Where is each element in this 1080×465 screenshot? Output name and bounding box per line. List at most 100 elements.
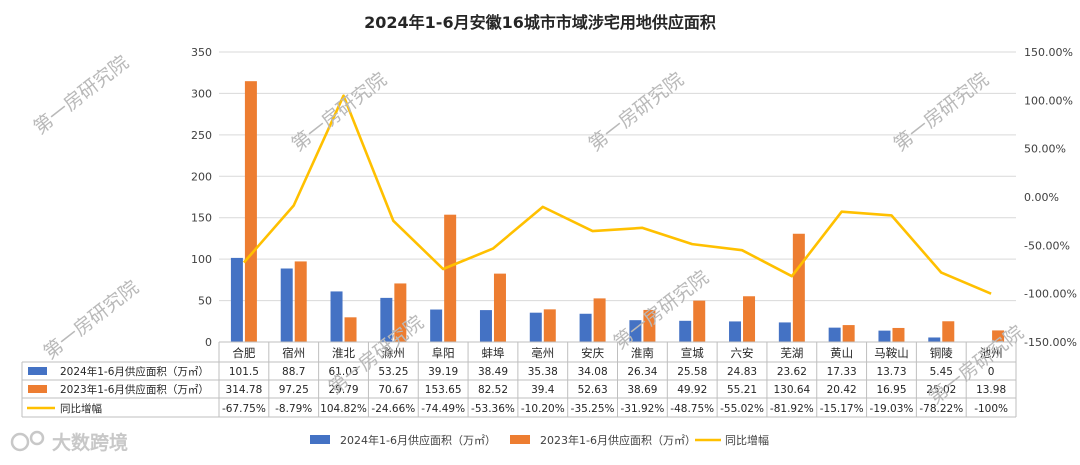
bar	[892, 327, 905, 342]
bar	[729, 321, 742, 342]
legend-label: 同比增幅	[725, 433, 769, 447]
y-right-tick-label: 50.00%	[1024, 143, 1066, 156]
y-left-tick-label: 200	[191, 170, 212, 183]
bar	[479, 310, 492, 342]
bar	[792, 233, 805, 342]
bar	[579, 313, 592, 342]
y-left-tick-label: 50	[198, 295, 212, 308]
table-cell: 26.34	[627, 366, 657, 378]
table-cell: -8.79%	[275, 403, 312, 415]
table-cell: 0	[988, 366, 995, 378]
table-cell: 314.78	[226, 384, 263, 396]
table-cell: -15.17%	[820, 403, 864, 415]
table-cell: 88.7	[282, 366, 305, 378]
y-right-tick-label: -150.00%	[1024, 336, 1077, 349]
brand-logo: 大数跨境	[10, 430, 128, 454]
table-cell: 5.45	[930, 366, 953, 378]
table-legend-key	[28, 385, 47, 393]
category-label: 马鞍山	[874, 346, 909, 360]
y-right-tick-label: 150.00%	[1024, 46, 1073, 59]
bar	[380, 297, 393, 342]
category-label: 黄山	[830, 346, 853, 360]
y-right-tick-label: -100.00%	[1024, 288, 1077, 301]
table-cell: -19.03%	[870, 403, 914, 415]
y-left-tick-label: 100	[191, 253, 212, 266]
legend-key	[310, 435, 330, 444]
watermark-text: 第一房研究院	[288, 68, 391, 156]
table-cell: 153.65	[425, 384, 462, 396]
table-cell: 17.33	[827, 366, 857, 378]
table-row-label: 2023年1-6月供应面积（万㎡）	[60, 383, 209, 396]
bar	[394, 283, 407, 342]
table-cell: 82.52	[478, 384, 508, 396]
table-cell: 39.4	[531, 384, 555, 396]
bar	[430, 309, 443, 342]
category-label: 宿州	[282, 346, 305, 360]
bar	[294, 261, 307, 342]
y-left-tick-label: 300	[191, 87, 212, 100]
table-cell: 70.67	[378, 384, 408, 396]
table-legend-key	[28, 367, 47, 375]
y-left-tick-label: 0	[205, 336, 212, 349]
bar	[529, 312, 542, 342]
table-cell: 97.25	[279, 384, 309, 396]
category-label: 淮北	[332, 346, 355, 360]
category-label: 滁州	[382, 346, 405, 360]
table-cell: 53.25	[378, 366, 408, 378]
table-cell: -81.92%	[770, 403, 814, 415]
bar	[629, 320, 642, 342]
table-cell: 61.03	[329, 366, 359, 378]
table-cell: -31.92%	[620, 403, 664, 415]
table-cell: -48.75%	[670, 403, 714, 415]
bar	[593, 298, 606, 342]
category-label: 阜阳	[432, 346, 455, 360]
bar	[942, 321, 955, 342]
table-cell: -55.02%	[720, 403, 764, 415]
table-cell: 49.92	[677, 384, 707, 396]
legend-key	[510, 435, 530, 444]
bar	[543, 309, 556, 342]
watermark-text: 第一房研究院	[585, 68, 688, 156]
table-cell: -53.36%	[471, 403, 515, 415]
table-cell: 38.49	[478, 366, 508, 378]
table-cell: 24.83	[727, 366, 757, 378]
bar	[992, 330, 1005, 342]
legend-label: 2023年1-6月供应面积（万㎡）	[540, 433, 696, 447]
table-cell: -24.66%	[371, 403, 415, 415]
table-cell: 34.08	[578, 366, 608, 378]
table-cell: -35.25%	[571, 403, 615, 415]
brand-icon	[10, 432, 30, 452]
bar	[230, 257, 243, 342]
legend-label: 2024年1-6月供应面积（万㎡）	[340, 433, 496, 447]
table-cell: 38.69	[627, 384, 657, 396]
table-cell: -78.22%	[919, 403, 963, 415]
table-cell: 101.5	[229, 366, 259, 378]
bar	[828, 327, 841, 342]
y-right-tick-label: 0.00%	[1024, 191, 1059, 204]
y-right-tick-label: 100.00%	[1024, 94, 1073, 107]
y-left-tick-label: 150	[191, 212, 212, 225]
bar	[280, 268, 293, 342]
bar	[928, 337, 941, 342]
category-label: 亳州	[531, 346, 554, 360]
category-label: 安庆	[581, 346, 604, 360]
y-left-tick-label: 350	[191, 46, 212, 59]
growth-line	[242, 94, 992, 295]
bar	[743, 296, 756, 342]
watermark-text: 第一房研究院	[30, 51, 133, 139]
table-cell: 25.02	[926, 384, 956, 396]
table-cell: 13.73	[876, 366, 906, 378]
bar	[344, 317, 357, 342]
bar	[842, 325, 855, 342]
bar	[444, 214, 457, 342]
bar	[493, 273, 506, 342]
bar	[679, 320, 692, 342]
category-label: 铜陵	[930, 346, 953, 360]
growth-series-line	[242, 94, 992, 295]
table-cell: 104.82%	[320, 403, 367, 415]
table-row-label: 2024年1-6月供应面积（万㎡）	[60, 365, 209, 378]
legend: 2024年1-6月供应面积（万㎡） 2023年1-6月供应面积（万㎡） 同比增幅	[310, 433, 769, 447]
bar	[778, 322, 791, 342]
table-cell: 13.98	[976, 384, 1006, 396]
